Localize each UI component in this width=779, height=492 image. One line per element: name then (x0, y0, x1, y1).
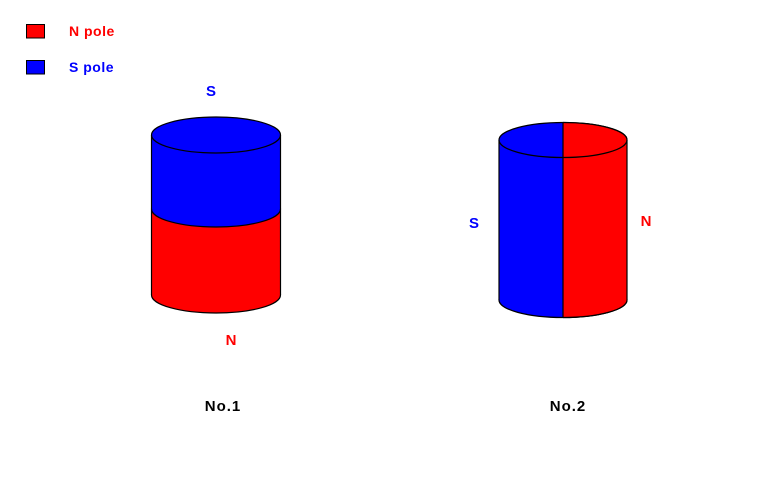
magnet2-cylinder (498, 121, 628, 319)
magnet1-top-pole-label: S (205, 83, 217, 100)
n-pole-swatch-rect (26, 23, 45, 38)
magnet2-left-pole-label: S (468, 215, 480, 232)
s-pole-swatch-rect (26, 59, 45, 74)
legend-item-n-pole: N pole (26, 23, 115, 39)
s-pole-swatch-icon (26, 59, 45, 74)
magnet2-body-red (563, 140, 627, 300)
magnet1-caption: No.1 (204, 398, 242, 415)
legend-label-s-pole: S pole (69, 59, 115, 75)
n-pole-swatch-icon (26, 23, 45, 38)
magnet1-bottom-pole-label: N (225, 332, 237, 349)
magnet2-red-half (563, 121, 628, 319)
magnet1-cylinder (150, 116, 282, 314)
magnet2-right-pole-label: N (640, 213, 652, 230)
magnet2-caption: No.2 (549, 398, 587, 415)
legend-item-s-pole: S pole (26, 59, 114, 75)
magnet1-top-cap (150, 116, 282, 154)
legend-label-n-pole: N pole (69, 23, 115, 39)
